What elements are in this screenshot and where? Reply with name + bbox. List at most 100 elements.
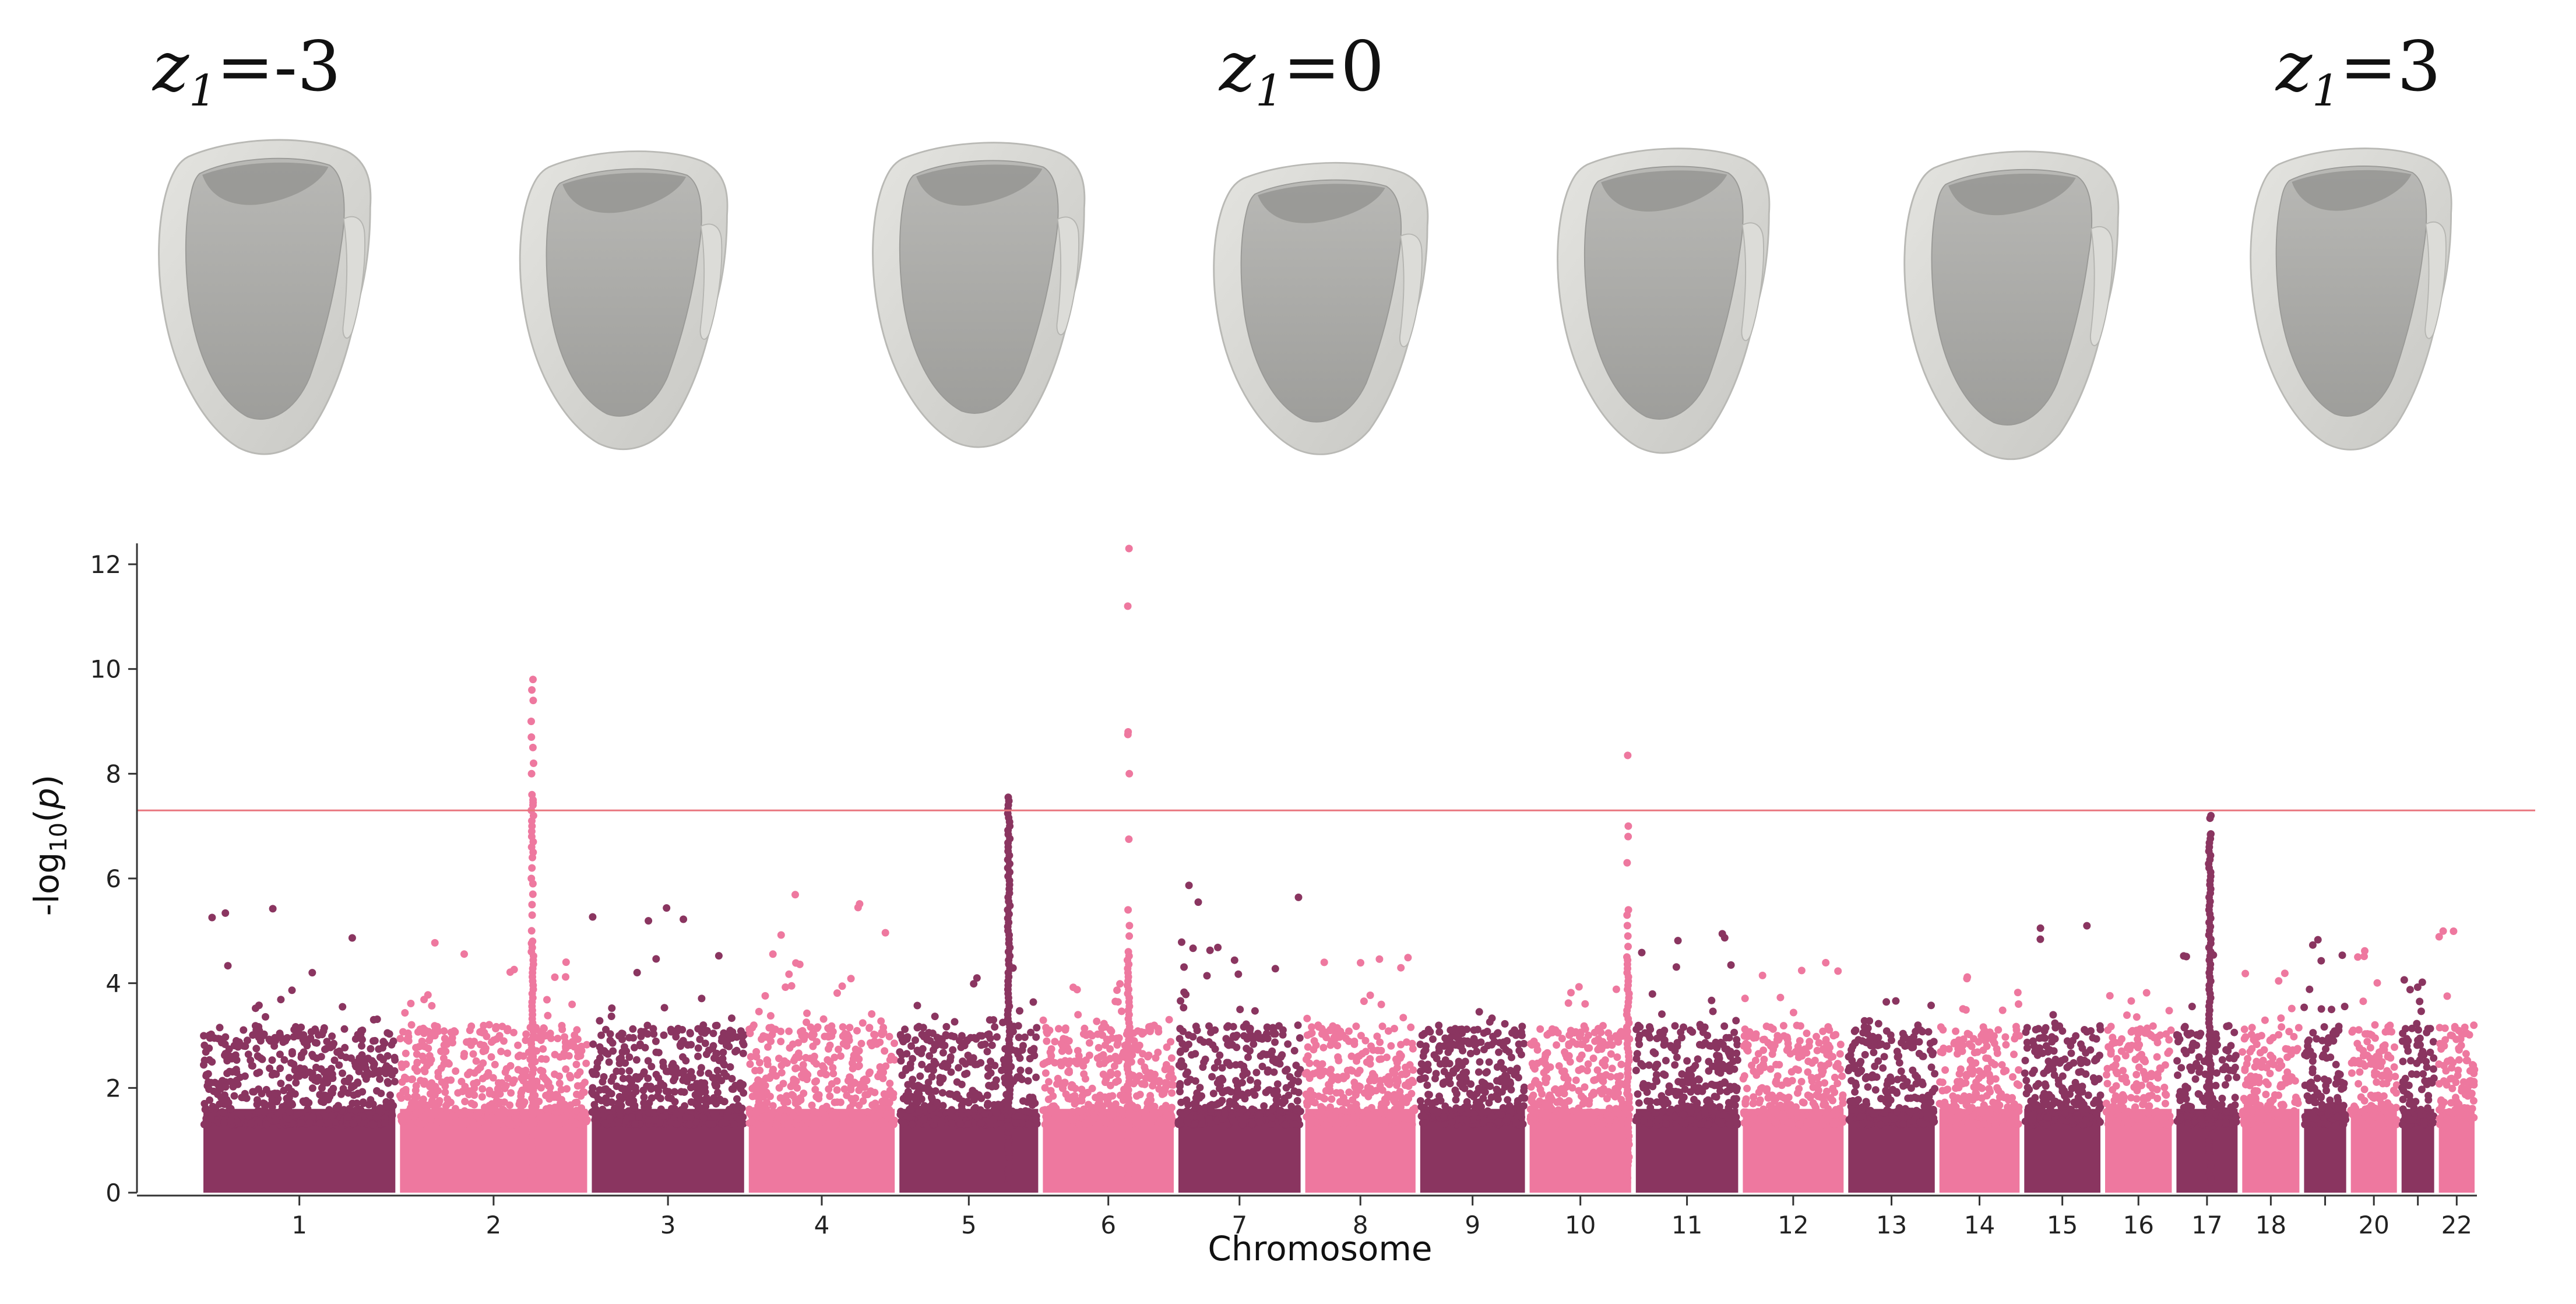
snp-point [1399, 1014, 1407, 1022]
snp-point [1859, 1037, 1866, 1045]
snp-point [2015, 1081, 2023, 1089]
snp-point [1490, 1038, 1498, 1046]
snp-point [1444, 1071, 1452, 1080]
snp-point [284, 1115, 292, 1123]
snp-point [1821, 1079, 1829, 1087]
snp-point [271, 1034, 279, 1042]
snp-point [1302, 1090, 1310, 1098]
snp-point [1975, 1120, 1983, 1129]
snp-point [1136, 1091, 1144, 1099]
snp-point [571, 1031, 579, 1039]
snp-point [1258, 1063, 1266, 1070]
snp-point [326, 1043, 335, 1052]
snp-point [386, 1091, 394, 1099]
snp-point [615, 1107, 624, 1115]
snp-point [1334, 1053, 1342, 1061]
snp-point [1488, 1014, 1496, 1022]
snp-point [761, 992, 769, 1000]
snp-point [1662, 1057, 1670, 1064]
snp-point [522, 1030, 530, 1038]
snp-point [383, 1052, 392, 1060]
snp-point [1508, 1053, 1515, 1062]
snp-point [808, 1101, 816, 1109]
snp-point [713, 1049, 721, 1057]
snp-point [507, 1089, 515, 1097]
snp-point [1193, 1089, 1201, 1097]
snp-point [358, 1088, 367, 1096]
snp-point [619, 1074, 627, 1082]
snp-point [1022, 1107, 1030, 1115]
snp-point [747, 1053, 755, 1061]
snp-point [1103, 1035, 1111, 1043]
snp-point [1218, 1064, 1226, 1072]
snp-point [969, 1054, 977, 1062]
snp-point [1937, 1023, 1945, 1031]
snp-point [1679, 1110, 1687, 1119]
snp-point [560, 1052, 568, 1060]
snp-point [896, 1110, 905, 1119]
snp-point [574, 1053, 582, 1061]
snp-point [243, 1036, 251, 1045]
snp-point [1347, 1103, 1355, 1112]
snp-point [631, 1120, 639, 1128]
snp-point [679, 1053, 687, 1061]
snp-point [1744, 1047, 1752, 1055]
snp-point [1302, 1055, 1310, 1063]
snp-point [1653, 1098, 1661, 1106]
snp-point [2005, 1119, 2013, 1127]
snp-point [1674, 1088, 1682, 1096]
chromosome-4-points [745, 891, 899, 1193]
snp-point [948, 1119, 956, 1127]
snp-point [1029, 1096, 1037, 1104]
snp-point [1232, 1032, 1240, 1040]
snp-point [477, 1117, 485, 1126]
snp-point [904, 1081, 912, 1089]
snp-point [1347, 1052, 1356, 1060]
snp-point [1792, 1065, 1800, 1073]
snp-point [1101, 1078, 1109, 1087]
snp-point [925, 1029, 933, 1037]
snp-point [644, 1057, 652, 1065]
snp-point [1068, 1081, 1076, 1089]
snp-point [1825, 1026, 1834, 1034]
snp-point [839, 1111, 847, 1119]
snp-point [764, 1043, 772, 1051]
snp-point [978, 1032, 986, 1040]
snp-point [1111, 1100, 1120, 1108]
snp-point [352, 1063, 360, 1071]
snp-point [558, 1022, 566, 1029]
snp-point [836, 1098, 844, 1106]
snp-point [404, 1108, 412, 1116]
snp-point [1467, 1080, 1475, 1088]
snp-point [1599, 1088, 1607, 1096]
snp-point [413, 1102, 421, 1110]
snp-point [919, 1045, 927, 1053]
snp-point [1905, 1108, 1913, 1115]
snp-point [1861, 1050, 1869, 1059]
snp-point [597, 1031, 606, 1039]
snp-point [469, 1119, 477, 1126]
snp-point [713, 1021, 721, 1029]
snp-point [418, 1037, 426, 1045]
snp-point [578, 1042, 586, 1050]
snp-point [1458, 1025, 1466, 1034]
snp-point [1184, 1068, 1191, 1076]
snp-point [470, 1069, 478, 1077]
snp-point [605, 1058, 613, 1066]
snp-point [696, 1089, 704, 1097]
snp-point [427, 1116, 435, 1123]
snp-point [1826, 1043, 1834, 1052]
snp-point [1803, 1049, 1811, 1057]
snp-point [390, 1078, 399, 1085]
snp-point [933, 1098, 941, 1106]
snp-point [2002, 1041, 2010, 1049]
snp-point [865, 1024, 874, 1032]
snp-point [625, 1067, 634, 1075]
snp-point [1273, 1080, 1282, 1088]
snp-point [510, 965, 518, 973]
snp-point [1168, 1103, 1176, 1112]
snp-point [1043, 1120, 1051, 1129]
chromosome-5-points [896, 964, 1041, 1193]
snp-point [1176, 1082, 1184, 1090]
snp-point [939, 1049, 947, 1057]
